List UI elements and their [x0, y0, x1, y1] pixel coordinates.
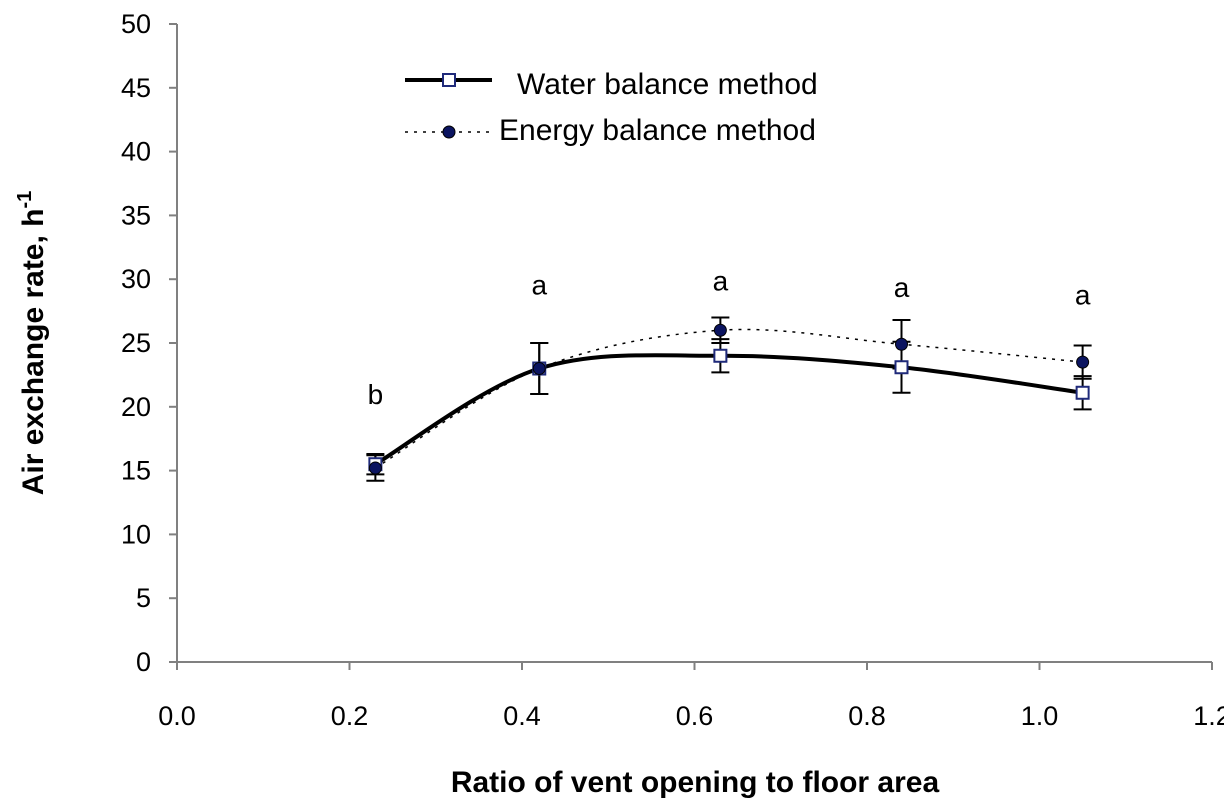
y-axis-title-sup: -1 — [14, 191, 36, 209]
legend-item-water: Water balance method — [405, 68, 818, 101]
y-ticks: 0 5 10 15 20 25 30 35 40 45 50 — [121, 9, 177, 677]
energy-data-point — [1076, 355, 1090, 369]
energy-data-point — [368, 461, 382, 475]
y-tick-label: 10 — [121, 519, 151, 549]
x-tick-label: 0.4 — [503, 701, 541, 731]
x-axis-title: Ratio of vent opening to floor area — [451, 766, 940, 799]
significance-label: a — [531, 269, 547, 300]
annotation-layer: b a a a a — [368, 265, 1091, 410]
x-tick-label: 0.6 — [676, 701, 714, 731]
water-data-point — [894, 360, 909, 375]
y-tick-label: 45 — [121, 73, 151, 103]
legend-label-water: Water balance method — [517, 68, 818, 101]
series-layer — [366, 316, 1092, 482]
x-ticks: 0.0 0.2 0.4 0.6 0.8 1.0 1.2 — [158, 662, 1224, 731]
x-tick-label: 0.8 — [848, 701, 886, 731]
y-tick-label: 0 — [136, 647, 151, 677]
significance-label: a — [1075, 280, 1091, 311]
y-tick-label: 20 — [121, 392, 151, 422]
y-tick-label: 40 — [121, 137, 151, 167]
energy-data-point — [532, 362, 546, 376]
energy-data-point — [713, 323, 727, 337]
y-tick-label: 15 — [121, 456, 151, 486]
significance-label: b — [368, 379, 384, 410]
water-data-point — [713, 348, 728, 363]
significance-label: a — [713, 265, 729, 296]
energy-series-line — [374, 328, 1083, 469]
y-tick-label: 50 — [121, 9, 151, 39]
legend-label-energy: Energy balance method — [499, 114, 816, 147]
y-tick-label: 25 — [121, 328, 151, 358]
x-tick-label: 1.0 — [1021, 701, 1059, 731]
y-axis-title-main: Air exchange rate, h — [17, 209, 50, 496]
water-data-point — [1075, 385, 1090, 400]
y-tick-label: 30 — [121, 264, 151, 294]
y-tick-label: 35 — [121, 200, 151, 230]
legend-marker-water — [442, 73, 456, 87]
y-tick-label: 5 — [136, 583, 151, 613]
x-tick-label: 0.2 — [331, 701, 369, 731]
legend: Water balance method Energy balance meth… — [405, 68, 818, 147]
significance-label: a — [894, 272, 910, 303]
x-tick-label: 1.2 — [1193, 701, 1224, 731]
x-tick-label: 0.0 — [158, 701, 196, 731]
y-axis-title: Air exchange rate, h-1 — [14, 191, 50, 496]
energy-data-point — [895, 337, 908, 351]
legend-marker-energy — [442, 125, 456, 139]
legend-item-energy: Energy balance method — [405, 114, 816, 147]
